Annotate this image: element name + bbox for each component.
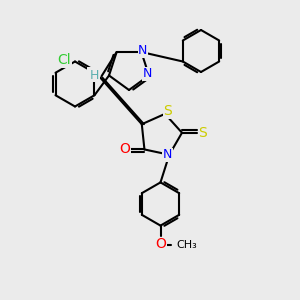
Text: O: O [119,142,130,157]
Text: N: N [138,44,148,57]
Text: Cl: Cl [58,53,71,67]
Text: S: S [164,104,172,118]
Text: N: N [143,68,152,80]
Text: H: H [90,69,99,82]
Text: CH₃: CH₃ [176,239,197,250]
Text: H: H [88,68,97,81]
Text: S: S [199,126,207,140]
Text: O: O [155,238,166,251]
Text: N: N [163,148,172,161]
